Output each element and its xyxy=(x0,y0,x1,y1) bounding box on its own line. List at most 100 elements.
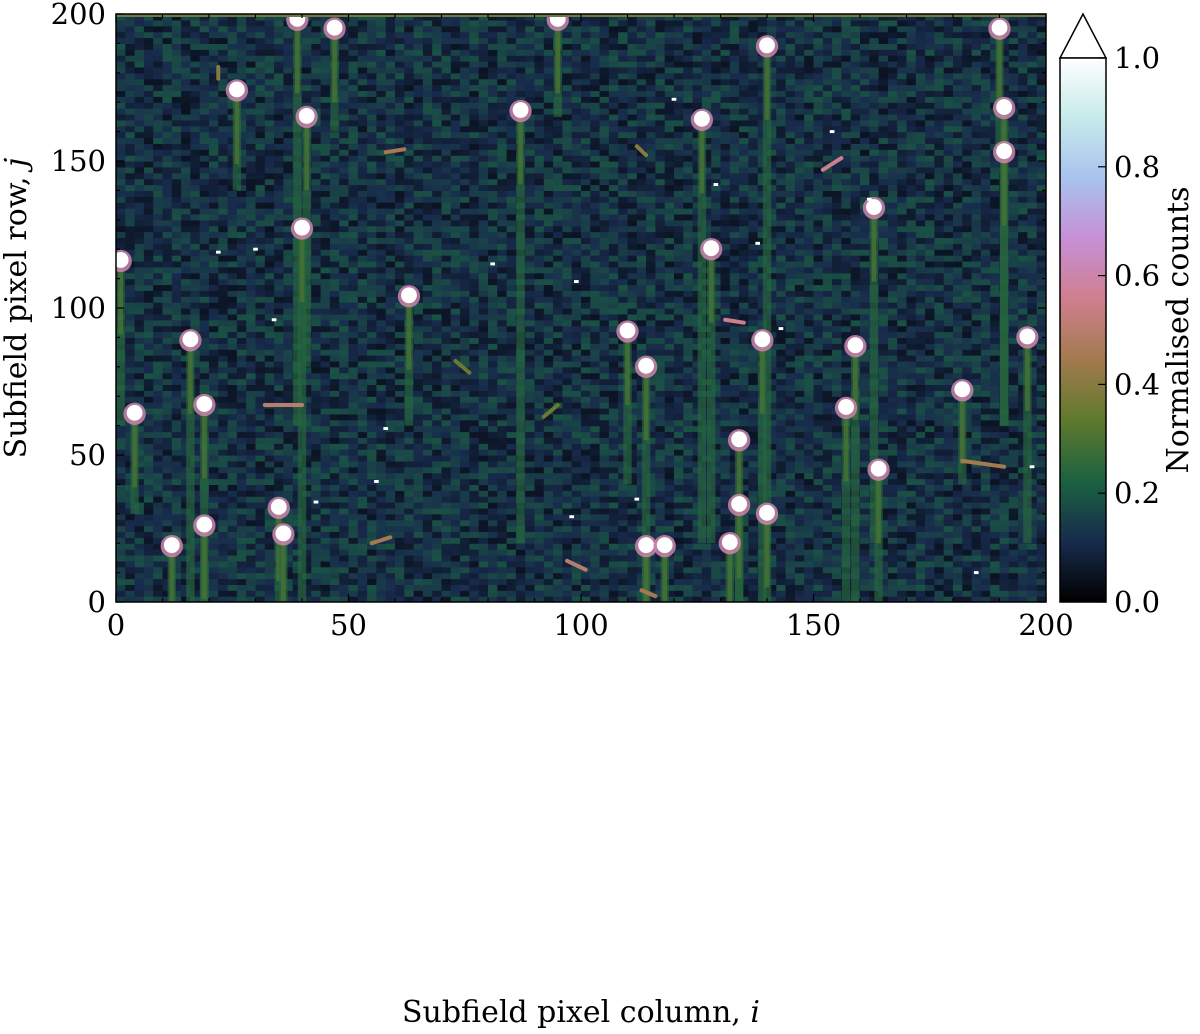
noise-cell xyxy=(209,237,219,244)
noise-cell xyxy=(506,355,517,362)
noise-cell xyxy=(497,61,508,68)
noise-cell xyxy=(320,302,331,309)
noise-cell xyxy=(357,149,368,156)
noise-cell xyxy=(153,413,164,421)
noise-cell xyxy=(302,402,312,409)
noise-cell xyxy=(450,284,461,291)
noise-cell xyxy=(357,25,368,33)
noise-cell xyxy=(422,549,433,556)
noise-cell xyxy=(302,472,312,480)
noise-cell xyxy=(385,190,396,197)
noise-cell xyxy=(218,49,229,56)
noise-cell xyxy=(543,284,554,291)
noise-cell xyxy=(562,472,573,480)
noise-cell xyxy=(422,108,433,115)
noise-cell xyxy=(116,584,126,591)
noise-cell xyxy=(488,478,498,485)
noise-cell xyxy=(348,278,359,286)
noise-cell xyxy=(357,155,368,162)
noise-cell xyxy=(246,31,257,39)
noise-cell xyxy=(506,460,517,468)
noise-cell xyxy=(525,437,536,444)
noise-cell xyxy=(134,219,145,227)
noise-cell xyxy=(571,61,582,68)
noise-cell xyxy=(562,531,573,538)
noise-cell xyxy=(571,313,582,321)
noise-cell xyxy=(171,108,182,115)
noise-cell xyxy=(125,578,136,585)
noise-cell xyxy=(385,66,396,74)
noise-cell xyxy=(525,590,536,597)
noise-cell xyxy=(134,66,145,74)
noise-cell xyxy=(357,14,368,21)
noise-cell xyxy=(376,84,387,92)
noise-cell xyxy=(497,84,508,92)
noise-cell xyxy=(385,407,396,415)
noise-cell xyxy=(525,549,536,556)
noise-cell xyxy=(525,19,536,27)
noise-cell xyxy=(553,302,563,309)
noise-cell xyxy=(218,161,229,168)
noise-cell xyxy=(246,443,257,450)
noise-cell xyxy=(376,113,387,121)
noise-cell xyxy=(441,14,452,21)
noise-cell xyxy=(478,325,489,333)
noise-cell xyxy=(432,360,443,368)
noise-cell xyxy=(506,384,517,391)
noise-cell xyxy=(181,137,191,144)
noise-cell xyxy=(190,384,201,391)
noise-cell xyxy=(404,55,415,62)
noise-cell xyxy=(218,14,229,21)
noise-cell xyxy=(134,372,145,380)
noise-cell xyxy=(478,460,489,468)
noise-cell xyxy=(292,443,303,450)
noise-cell xyxy=(385,537,396,544)
noise-cell xyxy=(246,143,257,150)
noise-cell xyxy=(432,590,443,597)
noise-cell xyxy=(125,455,136,462)
noise-cell xyxy=(283,584,294,591)
noise-cell xyxy=(181,255,191,262)
noise-cell xyxy=(190,84,201,92)
noise-cell xyxy=(553,390,563,397)
noise-cell xyxy=(469,14,480,21)
noise-cell xyxy=(478,313,489,321)
noise-cell xyxy=(441,502,452,509)
noise-cell xyxy=(274,296,284,303)
noise-cell xyxy=(329,172,340,180)
noise-cell xyxy=(497,249,508,256)
noise-cell xyxy=(450,525,461,533)
noise-cell xyxy=(134,113,145,121)
noise-cell xyxy=(302,549,312,556)
noise-cell xyxy=(376,325,387,333)
noise-cell xyxy=(227,325,238,333)
noise-cell xyxy=(571,255,582,262)
noise-cell xyxy=(320,466,331,474)
noise-cell xyxy=(274,478,284,485)
noise-cell xyxy=(534,425,545,433)
noise-cell xyxy=(395,178,405,186)
noise-cell xyxy=(348,384,359,391)
noise-cell xyxy=(329,231,340,239)
noise-cell xyxy=(543,460,554,468)
noise-cell xyxy=(274,161,284,168)
noise-cell xyxy=(413,49,424,56)
noise-cell xyxy=(525,596,536,602)
noise-cell xyxy=(395,308,405,315)
noise-cell xyxy=(553,425,563,433)
noise-cell xyxy=(525,72,536,80)
noise-cell xyxy=(171,490,182,497)
noise-cell xyxy=(246,337,257,344)
noise-cell xyxy=(283,249,294,256)
noise-cell xyxy=(422,519,433,527)
noise-cell xyxy=(153,166,164,174)
noise-cell xyxy=(320,360,331,368)
noise-cell xyxy=(422,590,433,597)
noise-cell xyxy=(571,496,582,503)
noise-cell xyxy=(283,490,294,497)
noise-cell xyxy=(264,331,275,338)
noise-cell xyxy=(357,543,368,550)
noise-cell xyxy=(190,178,201,186)
noise-cell xyxy=(348,496,359,503)
noise-cell xyxy=(227,272,238,280)
